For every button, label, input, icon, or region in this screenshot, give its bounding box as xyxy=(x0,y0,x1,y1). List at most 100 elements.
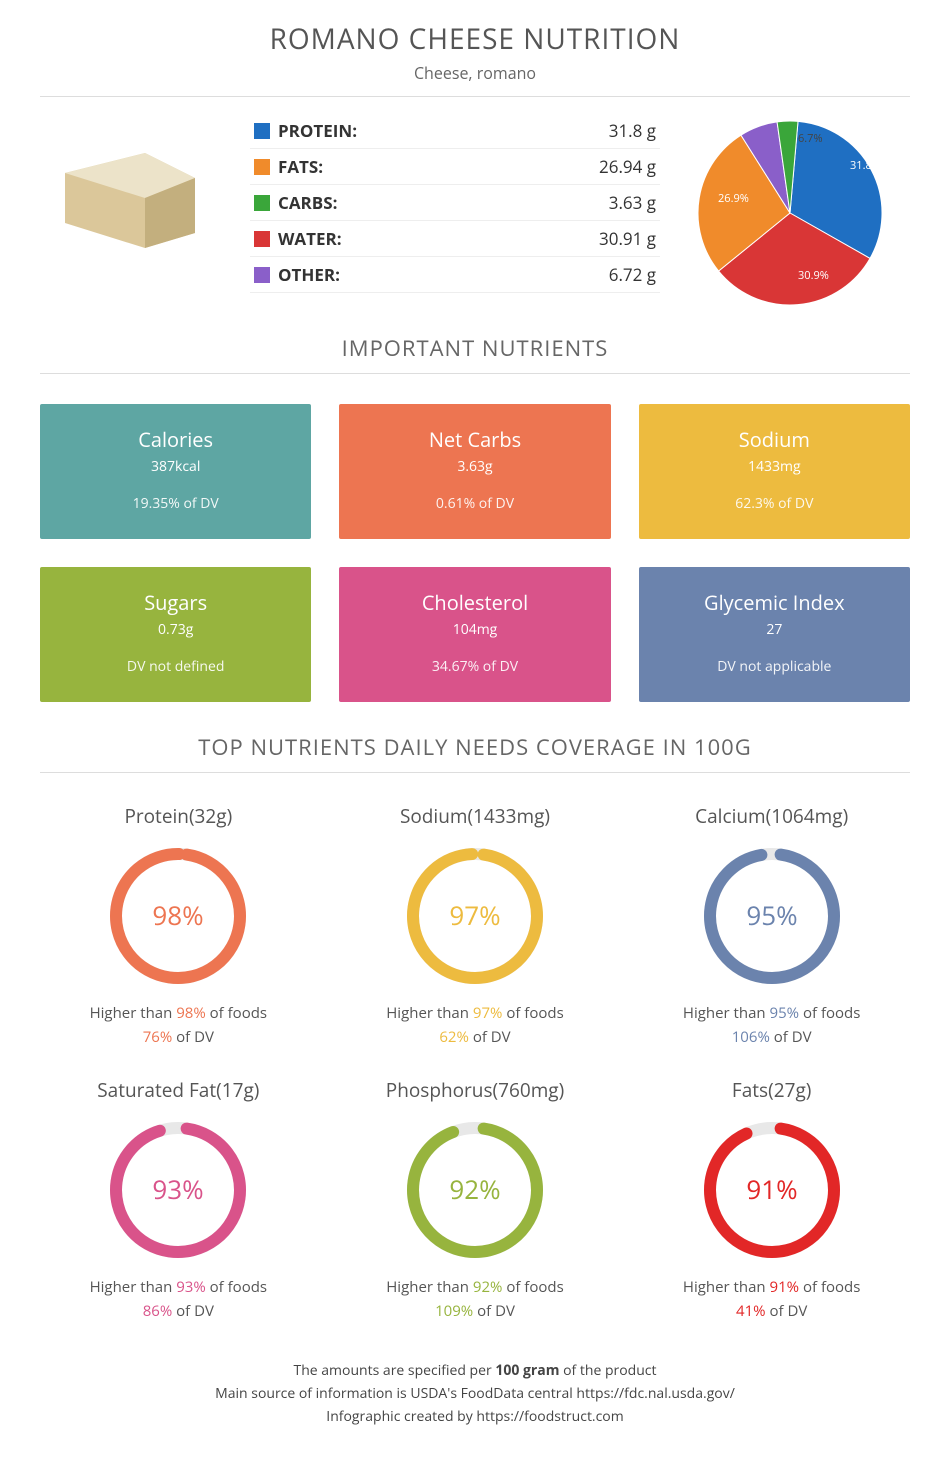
card-dv: 19.35% of DV xyxy=(50,494,301,513)
macro-swatch xyxy=(254,267,270,283)
card-value: 1433mg xyxy=(649,457,900,476)
donut-percentage: 93% xyxy=(153,1171,204,1207)
donut-cell: Phosphorus(760mg) 92% Higher than 92% of f… xyxy=(337,1077,614,1321)
donut-title: Phosphorus(760mg) xyxy=(337,1077,614,1103)
macro-value: 3.63 g xyxy=(609,191,656,214)
macro-label: WATER: xyxy=(278,227,398,250)
macro-table: PROTEIN: 31.8 g FATS: 26.94 g CARBS: 3.63 g WA… xyxy=(250,113,660,293)
pie-label: 26.9% xyxy=(718,191,749,206)
top-section: PROTEIN: 31.8 g FATS: 26.94 g CARBS: 3.63 g WA… xyxy=(40,113,910,313)
card-dv: 62.3% of DV xyxy=(649,494,900,513)
donut-higher-text: Higher than 98% of foods xyxy=(40,1003,317,1023)
card-title: Glycemic Index xyxy=(649,589,900,616)
footer-line-2: Main source of information is USDA's Foo… xyxy=(40,1384,910,1403)
donut-dv-text: 76% of DV xyxy=(40,1027,317,1047)
macro-label: CARBS: xyxy=(278,191,398,214)
donut-dv-text: 86% of DV xyxy=(40,1301,317,1321)
nutrient-card: Sodium 1433mg 62.3% of DV xyxy=(639,404,910,539)
macro-label: OTHER: xyxy=(278,263,398,286)
donut-cell: Calcium(1064mg) 95% Higher than 95% of foo… xyxy=(633,803,910,1047)
important-nutrients-title: IMPORTANT NUTRIENTS xyxy=(40,333,910,363)
donut-chart: 92% xyxy=(400,1115,550,1265)
macro-value: 31.8 g xyxy=(609,119,656,142)
macro-row: FATS: 26.94 g xyxy=(250,149,660,185)
card-title: Cholesterol xyxy=(349,589,600,616)
donut-percentage: 98% xyxy=(153,897,204,933)
donut-dv-text: 41% of DV xyxy=(633,1301,910,1321)
card-title: Calories xyxy=(50,426,301,453)
donut-title: Saturated Fat(17g) xyxy=(40,1077,317,1103)
donut-cell: Sodium(1433mg) 97% Higher than 97% of food… xyxy=(337,803,614,1047)
card-value: 387kcal xyxy=(50,457,301,476)
card-value: 104mg xyxy=(349,620,600,639)
card-dv: DV not applicable xyxy=(649,657,900,676)
donut-chart: 95% xyxy=(697,841,847,991)
card-value: 3.63g xyxy=(349,457,600,476)
donut-title: Protein(32g) xyxy=(40,803,317,829)
page-subtitle: Cheese, romano xyxy=(40,62,910,84)
pie-label: 6.7% xyxy=(798,131,823,146)
donut-higher-text: Higher than 91% of foods xyxy=(633,1277,910,1297)
page-title: ROMANO CHEESE NUTRITION xyxy=(40,20,910,58)
macro-swatch xyxy=(254,159,270,175)
donut-title: Calcium(1064mg) xyxy=(633,803,910,829)
donut-dv-text: 109% of DV xyxy=(337,1301,614,1321)
card-value: 0.73g xyxy=(50,620,301,639)
macro-row: CARBS: 3.63 g xyxy=(250,185,660,221)
card-title: Sugars xyxy=(50,589,301,616)
donut-cell: Protein(32g) 98% Higher than 98% of foods 7… xyxy=(40,803,317,1047)
donut-higher-text: Higher than 97% of foods xyxy=(337,1003,614,1023)
footer: The amounts are specified per 100 gram o… xyxy=(40,1361,910,1426)
card-title: Sodium xyxy=(649,426,900,453)
nutrient-card: Net Carbs3.63g0.61% of DV xyxy=(339,404,610,539)
donut-cell: Saturated Fat(17g) 93% Higher than 93% of … xyxy=(40,1077,317,1321)
donut-higher-text: Higher than 95% of foods xyxy=(633,1003,910,1023)
nutrient-card: Calories 387kcal 19.35% of DV xyxy=(40,404,311,539)
divider xyxy=(40,96,910,97)
macro-value: 26.94 g xyxy=(599,155,656,178)
donut-higher-text: Higher than 92% of foods xyxy=(337,1277,614,1297)
card-value: 27 xyxy=(649,620,900,639)
footer-bold: 100 gram xyxy=(495,1361,559,1380)
donut-dv-text: 62% of DV xyxy=(337,1027,614,1047)
macro-value: 30.91 g xyxy=(599,227,656,250)
macro-row: WATER: 30.91 g xyxy=(250,221,660,257)
donut-percentage: 92% xyxy=(449,1171,500,1207)
coverage-title: TOP NUTRIENTS DAILY NEEDS COVERAGE IN 10… xyxy=(40,732,910,762)
nutrient-card: Glycemic Index 27 DV not applicable xyxy=(639,567,910,702)
donut-chart: 97% xyxy=(400,841,550,991)
donut-title: Sodium(1433mg) xyxy=(337,803,614,829)
pie-label: 30.9% xyxy=(798,268,829,283)
card-dv: 34.67% of DV xyxy=(349,657,600,676)
macro-label: PROTEIN: xyxy=(278,119,398,142)
card-dv: 0.61% of DV xyxy=(349,494,600,513)
footer-text: The amounts are specified per xyxy=(293,1361,495,1380)
macro-pie-chart: 31.8% 6.7% 26.9% 30.9% xyxy=(690,113,910,313)
nutrient-cards: Calories387kcal19.35% of DVNet Carbs3.63… xyxy=(40,404,910,702)
macro-row: OTHER:6.72 g xyxy=(250,257,660,293)
macro-swatch xyxy=(254,123,270,139)
donut-dv-text: 106% of DV xyxy=(633,1027,910,1047)
footer-line-3: Infographic created by https://foodstruc… xyxy=(40,1407,910,1426)
pie-label: 31.8% xyxy=(850,158,881,173)
macro-swatch xyxy=(254,231,270,247)
macro-label: FATS: xyxy=(278,155,398,178)
donut-grid: Protein(32g) 98% Higher than 98% of foods 7… xyxy=(40,803,910,1321)
macro-swatch xyxy=(254,195,270,211)
nutrient-card: Cholesterol 104mg 34.67% of DV xyxy=(339,567,610,702)
footer-line-1: The amounts are specified per 100 gram o… xyxy=(40,1361,910,1380)
footer-text: of the product xyxy=(559,1361,656,1380)
divider xyxy=(40,772,910,773)
donut-higher-text: Higher than 93% of foods xyxy=(40,1277,317,1297)
macro-row: PROTEIN: 31.8 g xyxy=(250,113,660,149)
donut-percentage: 95% xyxy=(746,897,797,933)
donut-chart: 93% xyxy=(103,1115,253,1265)
food-image xyxy=(40,113,220,263)
donut-title: Fats(27g) xyxy=(633,1077,910,1103)
donut-percentage: 91% xyxy=(746,1171,797,1207)
card-dv: DV not defined xyxy=(50,657,301,676)
donut-cell: Fats(27g) 91% Higher than 91% of foods 41% … xyxy=(633,1077,910,1321)
donut-chart: 91% xyxy=(697,1115,847,1265)
nutrient-card: Sugars 0.73g DV not defined xyxy=(40,567,311,702)
donut-percentage: 97% xyxy=(449,897,500,933)
